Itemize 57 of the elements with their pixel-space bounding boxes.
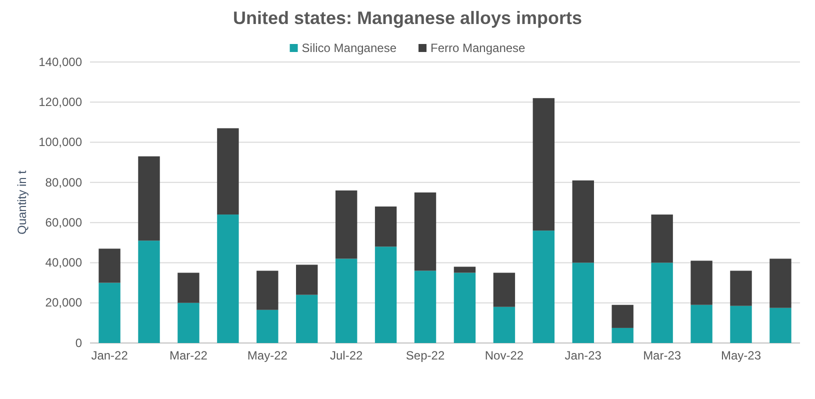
bar <box>178 302 200 343</box>
bar <box>217 214 239 343</box>
x-tick-label: May-22 <box>247 348 288 363</box>
bar <box>493 272 516 307</box>
bar <box>572 180 594 263</box>
x-tick-label: Sep-22 <box>406 348 445 363</box>
bar <box>572 262 594 343</box>
bar <box>98 282 120 343</box>
bar <box>256 270 278 310</box>
bar <box>138 156 160 241</box>
bar <box>296 264 318 295</box>
bar <box>217 128 239 215</box>
bar <box>612 304 634 328</box>
x-tick-label: Jul-22 <box>330 348 363 363</box>
bar <box>651 262 673 343</box>
bar <box>296 294 318 343</box>
bar <box>256 310 278 343</box>
bar <box>335 258 358 343</box>
legend-label: Ferro Manganese <box>430 41 526 55</box>
bar <box>651 214 673 263</box>
bar <box>374 246 397 343</box>
bar <box>414 270 436 343</box>
bar <box>493 306 516 343</box>
bar <box>138 240 160 343</box>
bar <box>770 258 792 308</box>
bar <box>532 230 555 343</box>
y-tick-label: 0 <box>75 336 82 350</box>
bar <box>770 308 792 343</box>
x-tick-label: Mar-22 <box>169 348 208 363</box>
bar <box>454 266 476 273</box>
y-tick-label: 120,000 <box>38 94 82 109</box>
bar <box>414 192 436 271</box>
bar <box>374 206 397 247</box>
bar <box>730 270 752 306</box>
x-tick-label: Nov-22 <box>484 348 524 363</box>
x-tick-label: May-23 <box>720 348 762 363</box>
bar <box>730 306 752 343</box>
bar <box>690 304 712 343</box>
y-tick-label: 100,000 <box>38 135 82 150</box>
bar <box>454 272 476 343</box>
y-axis-title: Quantity in t <box>15 170 29 235</box>
bar <box>98 248 120 283</box>
bar <box>335 190 358 259</box>
bar <box>532 98 555 231</box>
legend-label: Silico Manganese <box>302 41 397 55</box>
x-tick-label: Mar-23 <box>643 348 682 363</box>
chart-title: United states: Manganese alloys imports <box>232 8 582 28</box>
x-tick-label: Jan-22 <box>91 348 128 363</box>
bar <box>178 272 200 303</box>
y-tick-label: 80,000 <box>45 175 82 190</box>
y-tick-label: 40,000 <box>45 256 82 270</box>
bar <box>690 260 712 305</box>
y-tick-label: 140,000 <box>38 54 82 69</box>
bar <box>612 328 634 343</box>
y-tick-label: 60,000 <box>45 215 82 230</box>
y-tick-label: 20,000 <box>45 296 82 310</box>
x-tick-label: Jan-23 <box>564 348 602 363</box>
